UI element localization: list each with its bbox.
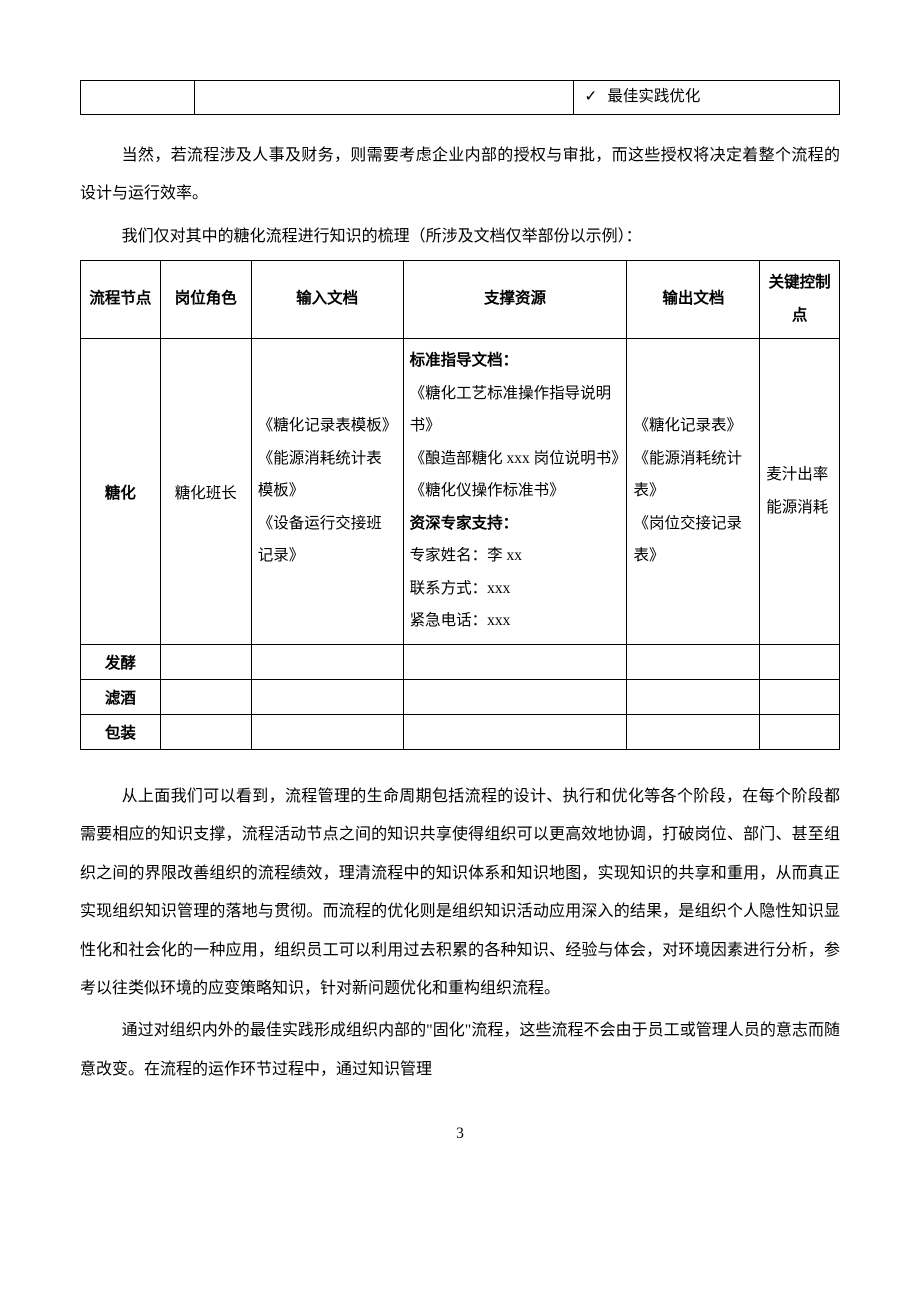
empty-cell <box>251 644 403 679</box>
empty-cell <box>403 714 627 749</box>
doc-item: 《糖化工艺标准操作指导说明书》 <box>410 378 621 443</box>
support-heading: 标准指导文档： <box>410 345 621 378</box>
doc-item: 《糖化仪操作标准书》 <box>410 475 621 508</box>
empty-cell <box>160 714 251 749</box>
expert-line: 专家姓名：李 xx <box>410 540 621 573</box>
col-header: 流程节点 <box>81 260 161 338</box>
body-paragraph: 当然，若流程涉及人事及财务，则需要考虑企业内部的授权与审批，而这些授权将决定着整… <box>80 137 840 214</box>
expert-line: 紧急电话：xxx <box>410 605 621 638</box>
doc-item: 《糖化记录表》 <box>633 410 753 443</box>
col-header: 输出文档 <box>627 260 760 338</box>
support-cell: 标准指导文档： 《糖化工艺标准操作指导说明书》 《酿造部糖化 xxx 岗位说明书… <box>403 339 627 645</box>
col-header: 关键控制点 <box>760 260 840 338</box>
table-row: 包装 <box>81 714 840 749</box>
body-paragraph: 通过对组织内外的最佳实践形成组织内部的"固化"流程，这些流程不会由于员工或管理人… <box>80 1012 840 1089</box>
table-row: ✓ 最佳实践优化 <box>81 81 840 115</box>
role-cell: 糖化班长 <box>160 339 251 645</box>
control-cell: 麦汁出率 能源消耗 <box>760 339 840 645</box>
empty-cell <box>403 679 627 714</box>
empty-cell <box>627 644 760 679</box>
table-row: 滤酒 <box>81 679 840 714</box>
table-row: 糖化 糖化班长 《糖化记录表模板》 《能源消耗统计表模板》 《设备运行交接班记录… <box>81 339 840 645</box>
process-node: 发酵 <box>81 644 161 679</box>
empty-cell <box>160 644 251 679</box>
output-docs-cell: 《糖化记录表》 《能源消耗统计表》 《岗位交接记录表》 <box>627 339 760 645</box>
process-node: 糖化 <box>81 339 161 645</box>
checkmark-icon: ✓ <box>584 85 597 110</box>
empty-cell <box>760 714 840 749</box>
empty-cell <box>251 714 403 749</box>
table-row: 发酵 <box>81 644 840 679</box>
doc-item: 《设备运行交接班记录》 <box>258 508 397 573</box>
top-fragment-table: ✓ 最佳实践优化 <box>80 80 840 115</box>
process-table: 流程节点 岗位角色 输入文档 支撑资源 输出文档 关键控制点 糖化 糖化班长 《… <box>80 260 840 750</box>
col-header: 支撑资源 <box>403 260 627 338</box>
empty-cell <box>627 714 760 749</box>
empty-cell <box>160 679 251 714</box>
input-docs-cell: 《糖化记录表模板》 《能源消耗统计表模板》 《设备运行交接班记录》 <box>251 339 403 645</box>
support-heading: 资深专家支持： <box>410 508 621 541</box>
col-header: 岗位角色 <box>160 260 251 338</box>
check-label: 最佳实践优化 <box>607 85 700 110</box>
empty-cell <box>760 644 840 679</box>
table-header-row: 流程节点 岗位角色 输入文档 支撑资源 输出文档 关键控制点 <box>81 260 840 338</box>
doc-item: 《岗位交接记录表》 <box>633 508 753 573</box>
doc-item: 《糖化记录表模板》 <box>258 410 397 443</box>
document-page: ✓ 最佳实践优化 当然，若流程涉及人事及财务，则需要考虑企业内部的授权与审批，而… <box>80 80 840 1143</box>
control-item: 能源消耗 <box>766 492 833 525</box>
body-paragraph: 从上面我们可以看到，流程管理的生命周期包括流程的设计、执行和优化等各个阶段，在每… <box>80 778 840 1008</box>
empty-cell <box>403 644 627 679</box>
col-header: 输入文档 <box>251 260 403 338</box>
page-number: 3 <box>80 1125 840 1143</box>
empty-cell <box>251 679 403 714</box>
process-node: 包装 <box>81 714 161 749</box>
process-node: 滤酒 <box>81 679 161 714</box>
check-cell: ✓ 最佳实践优化 <box>574 81 840 115</box>
doc-item: 《酿造部糖化 xxx 岗位说明书》 <box>410 443 621 476</box>
doc-item: 《能源消耗统计表模板》 <box>258 443 397 508</box>
doc-item: 《能源消耗统计表》 <box>633 443 753 508</box>
empty-cell <box>194 81 574 115</box>
control-item: 麦汁出率 <box>766 459 833 492</box>
expert-line: 联系方式：xxx <box>410 573 621 606</box>
empty-cell <box>81 81 195 115</box>
empty-cell <box>760 679 840 714</box>
body-paragraph: 我们仅对其中的糖化流程进行知识的梳理（所涉及文档仅举部份以示例）： <box>80 218 840 256</box>
empty-cell <box>627 679 760 714</box>
